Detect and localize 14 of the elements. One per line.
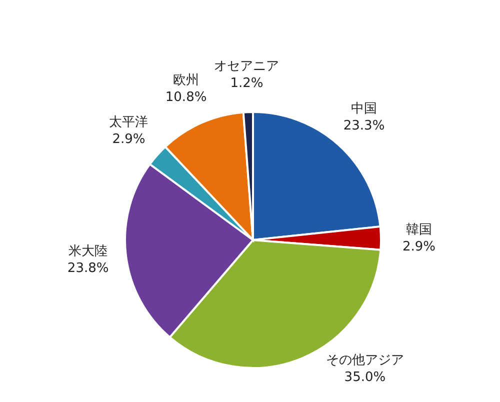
data-label: 10.8% xyxy=(165,90,207,106)
slice-label: 米大陸 xyxy=(68,244,108,260)
slice-label: その他アジア xyxy=(326,353,404,368)
data-label: 35.0% xyxy=(344,370,386,385)
data-label: 23.8% xyxy=(67,261,109,276)
slice-label: オセアニア xyxy=(214,59,280,74)
slice-label: 欧州 xyxy=(173,73,200,88)
data-label: 23.3% xyxy=(343,118,385,134)
data-label: 2.9% xyxy=(112,132,146,147)
slice-label: 中国 xyxy=(351,102,378,117)
data-label: 1.2% xyxy=(230,76,264,92)
slice-label: 韓国 xyxy=(406,222,432,238)
slice-label: 太平洋 xyxy=(109,114,148,130)
data-label: 2.9% xyxy=(402,240,436,255)
